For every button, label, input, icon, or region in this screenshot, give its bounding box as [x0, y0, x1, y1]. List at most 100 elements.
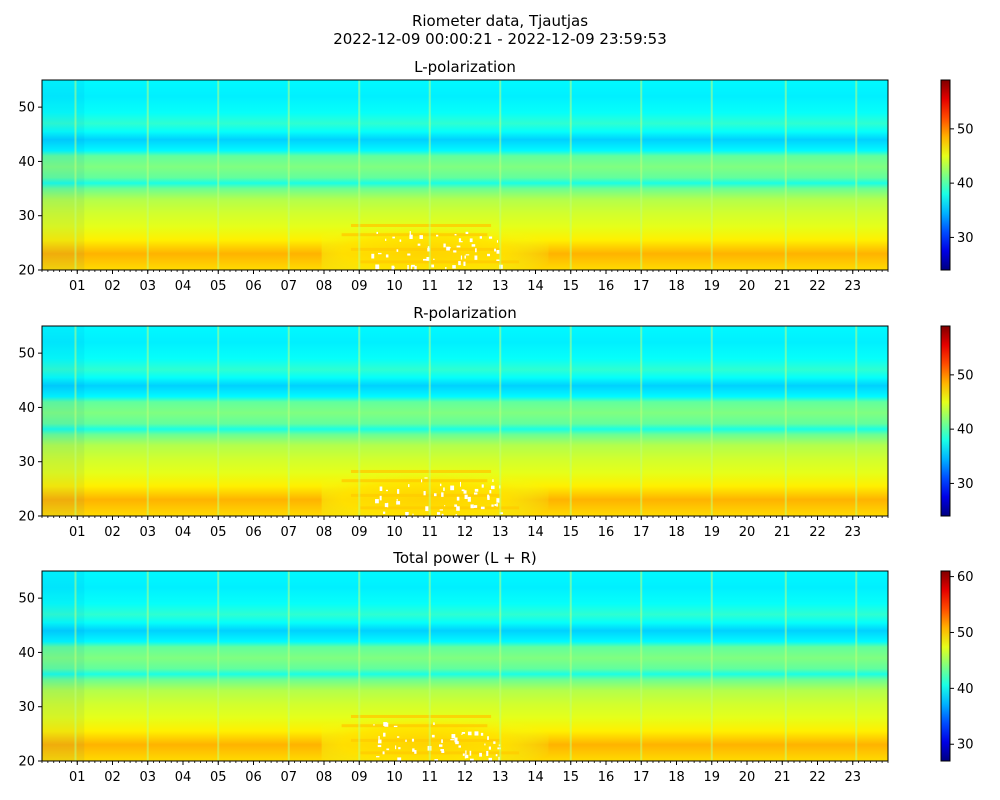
- offscale-speck: [467, 731, 472, 736]
- x-tick-label: 09: [351, 279, 368, 294]
- offscale-speck: [379, 495, 382, 501]
- offscale-speck: [385, 254, 389, 258]
- interference-line: [217, 326, 220, 516]
- offscale-speck: [436, 512, 441, 515]
- offscale-speck: [409, 234, 413, 239]
- offscale-speck: [454, 504, 458, 507]
- offscale-speck: [465, 750, 467, 755]
- offscale-speck: [480, 732, 484, 736]
- x-tick-label: 19: [703, 525, 720, 540]
- heatmap: [42, 80, 888, 270]
- offscale-speck: [458, 745, 461, 748]
- offscale-speck: [446, 246, 450, 251]
- x-tick-label: 10: [386, 770, 403, 785]
- x-tick-label: 11: [421, 770, 438, 785]
- offscale-speck: [410, 265, 413, 270]
- saturation-streak: [360, 260, 520, 264]
- offscale-speck: [396, 249, 399, 252]
- interference-line: [217, 571, 220, 761]
- offscale-speck: [397, 757, 402, 761]
- offscale-speck: [412, 748, 415, 752]
- x-tick-label: 08: [316, 525, 333, 540]
- x-tick-label: 17: [633, 525, 650, 540]
- x-tick-label: 20: [739, 525, 756, 540]
- offscale-speck: [385, 489, 388, 492]
- offscale-speck: [495, 504, 498, 506]
- saturation-streak: [341, 233, 488, 237]
- x-tick-label: 05: [210, 525, 227, 540]
- offscale-speck: [465, 231, 469, 234]
- interference-line: [784, 326, 787, 516]
- offscale-speck: [474, 731, 479, 736]
- interference-line: [499, 326, 502, 516]
- x-tick-label: 01: [69, 279, 86, 294]
- offscale-speck: [417, 243, 421, 246]
- interference-line: [855, 80, 858, 270]
- colorbar-tick-label: 30: [957, 738, 974, 753]
- figure-title: Riometer data, Tjautjas: [411, 12, 589, 30]
- offscale-speck: [371, 253, 375, 259]
- offscale-speck: [458, 238, 462, 241]
- x-tick-label: 16: [598, 770, 615, 785]
- x-tick-label: 09: [351, 770, 368, 785]
- y-tick-label: 40: [18, 646, 35, 661]
- saturation-streak: [341, 479, 488, 483]
- x-tick-label: 19: [703, 770, 720, 785]
- offscale-speck: [496, 240, 499, 243]
- x-tick-label: 10: [386, 525, 403, 540]
- x-tick-label: 13: [492, 279, 509, 294]
- x-tick-label: 03: [139, 279, 156, 294]
- interference-line: [710, 80, 713, 270]
- offscale-speck: [431, 264, 435, 268]
- x-tick-label: 01: [69, 770, 86, 785]
- offscale-speck: [453, 250, 457, 253]
- offscale-speck: [496, 249, 500, 254]
- offscale-speck: [441, 739, 443, 743]
- offscale-speck: [455, 741, 459, 745]
- x-tick-label: 07: [280, 770, 297, 785]
- offscale-speck: [456, 506, 460, 511]
- offscale-speck: [436, 234, 439, 237]
- offscale-speck: [474, 505, 478, 508]
- offscale-speck: [439, 483, 442, 487]
- offscale-speck: [433, 258, 435, 260]
- offscale-speck: [411, 264, 415, 267]
- offscale-speck: [470, 504, 474, 509]
- interference-line: [217, 80, 220, 270]
- x-tick-label: 21: [774, 525, 791, 540]
- offscale-speck: [440, 749, 444, 752]
- offscale-speck: [407, 264, 409, 270]
- colorbar-tick-label: 30: [957, 477, 974, 492]
- colorbar-tick-label: 30: [957, 231, 974, 246]
- x-tick-label: 06: [245, 770, 262, 785]
- panel-title: Total power (L + R): [392, 549, 537, 567]
- colorbar-tick-label: 50: [957, 122, 974, 137]
- offscale-speck: [498, 756, 500, 761]
- offscale-speck: [452, 265, 456, 269]
- x-tick-label: 06: [245, 279, 262, 294]
- offscale-speck: [464, 255, 466, 259]
- offscale-speck: [441, 513, 444, 516]
- offscale-speck: [475, 248, 477, 253]
- offscale-speck: [439, 509, 444, 511]
- x-tick-label: 02: [104, 279, 121, 294]
- interference-line: [855, 571, 858, 761]
- saturation-streak: [341, 724, 488, 728]
- interference-line: [640, 326, 643, 516]
- offscale-speck: [439, 744, 443, 747]
- offscale-speck: [383, 732, 386, 737]
- interference-line: [569, 80, 572, 270]
- interference-line: [855, 326, 858, 516]
- offscale-speck: [384, 503, 388, 508]
- offscale-speck: [375, 264, 380, 270]
- colorbar: [940, 325, 951, 517]
- offscale-speck: [461, 489, 465, 492]
- x-tick-label: 20: [739, 279, 756, 294]
- saturation-streak: [350, 493, 501, 497]
- y-tick-label: 20: [18, 264, 35, 279]
- offscale-speck: [425, 506, 429, 512]
- offscale-speck: [450, 485, 455, 491]
- interference-line: [358, 80, 361, 270]
- interference-line: [358, 326, 361, 516]
- offscale-speck: [469, 758, 474, 761]
